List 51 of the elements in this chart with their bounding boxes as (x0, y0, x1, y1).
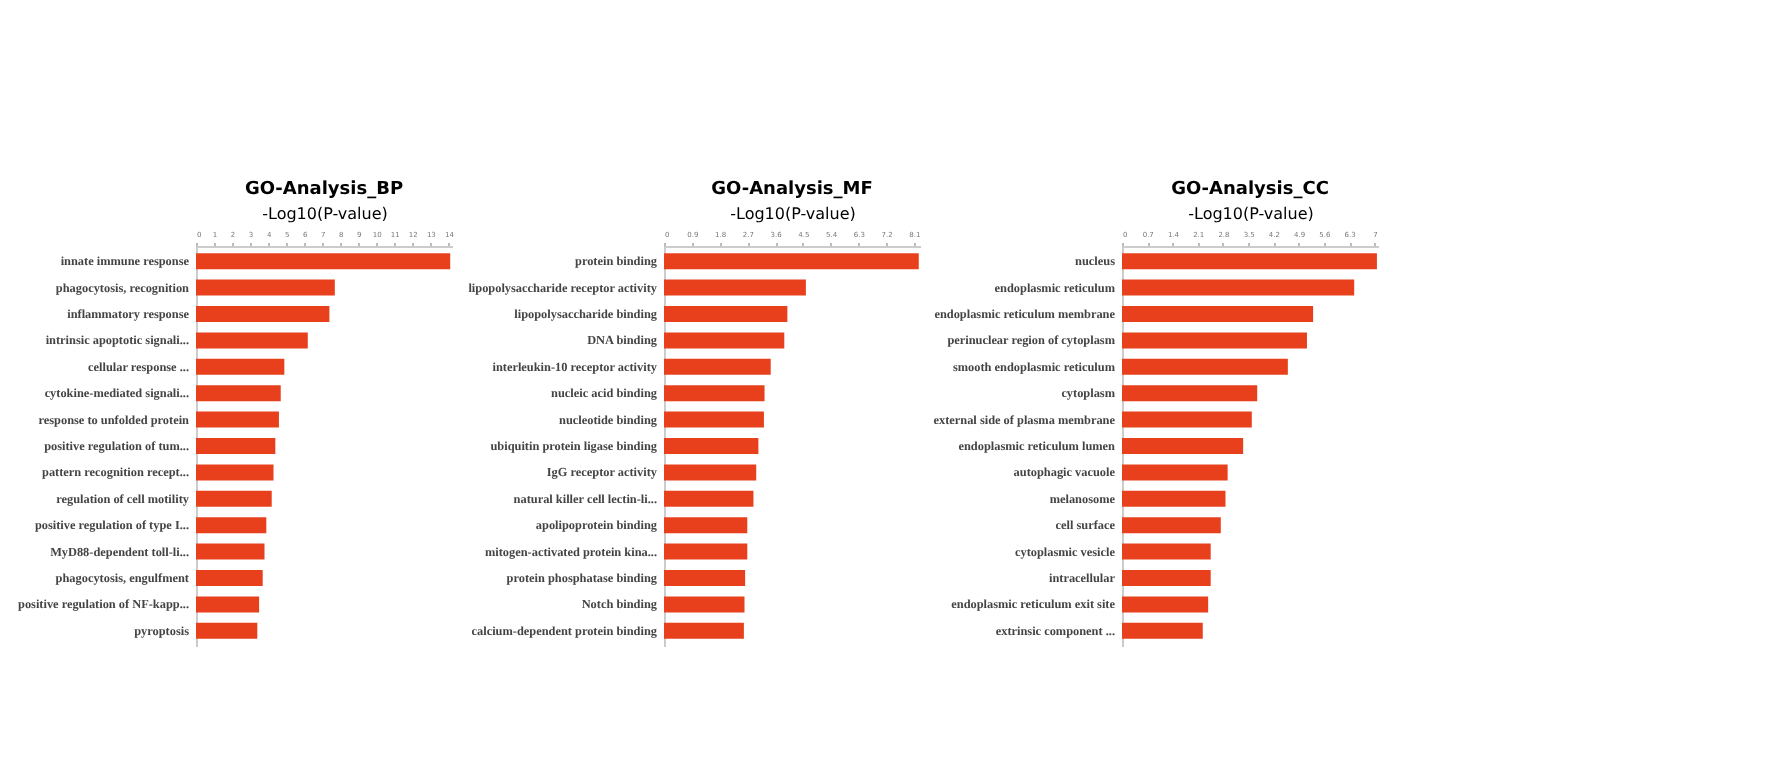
bar (1122, 622, 1203, 639)
bar (1122, 517, 1221, 534)
bar (664, 305, 788, 322)
bar (1122, 253, 1377, 270)
bar (1122, 385, 1258, 402)
bar (664, 570, 746, 587)
bar (196, 358, 285, 375)
bar (196, 411, 279, 428)
bar (664, 279, 806, 296)
bar (196, 438, 276, 454)
chart-title: GO-Analysis_CC (1171, 180, 1330, 200)
bar (196, 543, 265, 560)
bar (196, 596, 260, 613)
bar (196, 332, 308, 349)
bar (664, 490, 754, 507)
bar (664, 411, 764, 428)
bar (1122, 543, 1211, 560)
bar (1122, 490, 1226, 507)
chart-title: GO-Analysis_MF (711, 180, 873, 200)
bar (196, 622, 258, 639)
bar (664, 622, 744, 639)
bar (664, 543, 748, 560)
bar (664, 438, 759, 454)
bar (664, 253, 919, 270)
bar (664, 358, 771, 375)
bar (664, 596, 745, 613)
bar (1122, 411, 1252, 428)
bar (664, 385, 765, 402)
bar (196, 464, 274, 481)
bar (1122, 332, 1307, 349)
bar (664, 464, 757, 481)
bar (1122, 305, 1314, 322)
bar (1122, 279, 1355, 296)
bar (664, 332, 785, 349)
x-axis-title: -Log10(P-value) (730, 205, 856, 223)
bar (664, 517, 748, 534)
bar (196, 490, 272, 507)
bar (1122, 464, 1228, 481)
bar (196, 253, 451, 270)
bar (1122, 570, 1211, 587)
bar (196, 305, 330, 322)
bar (196, 570, 263, 587)
bar (196, 517, 267, 534)
x-axis-title: -Log10(P-value) (1188, 205, 1314, 223)
bar (1122, 438, 1244, 454)
x-axis-title: -Log10(P-value) (262, 205, 388, 223)
chart-title: GO-Analysis_BP (244, 180, 404, 200)
bar (1122, 358, 1288, 375)
bar (196, 279, 335, 296)
bar (196, 385, 281, 402)
bar (1122, 596, 1209, 613)
